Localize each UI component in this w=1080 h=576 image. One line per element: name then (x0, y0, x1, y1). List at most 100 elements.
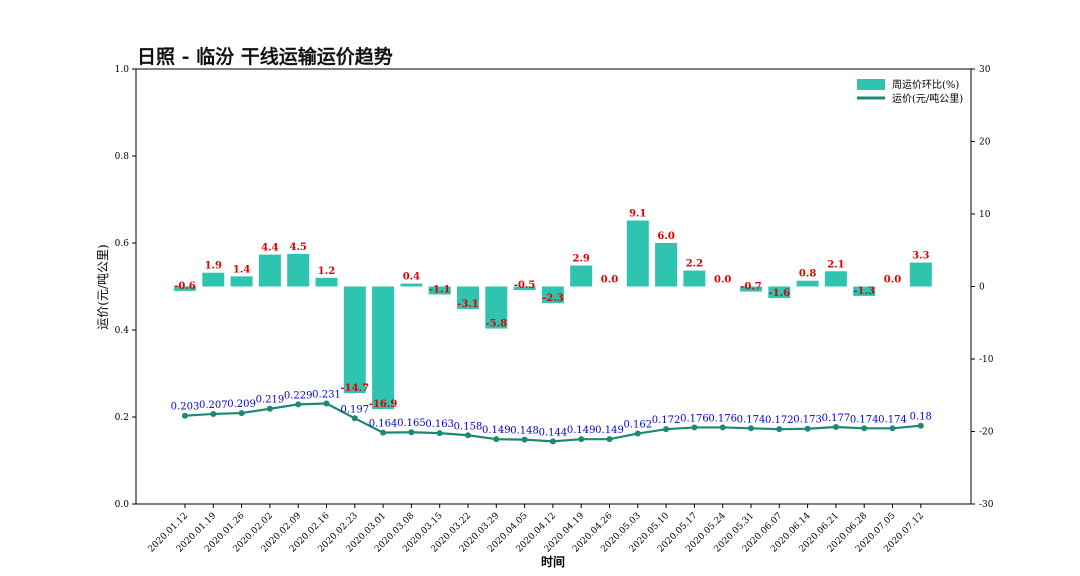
line-data-label: 0.158 (454, 421, 483, 432)
line-data-label: 0.148 (510, 426, 539, 437)
line-point (380, 429, 387, 436)
right-y-tick-label: -30 (979, 500, 994, 510)
line-point (210, 410, 217, 417)
line-point (719, 424, 726, 431)
line-point (408, 429, 415, 436)
line-data-label: 0.177 (822, 413, 851, 424)
line-data-label: 0.149 (482, 425, 511, 436)
legend-label-line: 运价(元/吨公里) (892, 92, 963, 105)
line-data-label: 0.164 (369, 419, 398, 430)
right-y-tick-label: -10 (979, 355, 994, 365)
line-point (521, 436, 528, 443)
line-data-label: 0.173 (793, 415, 822, 426)
line-data-label: 0.197 (340, 404, 369, 415)
right-y-tick-label: -20 (979, 428, 994, 438)
bar (230, 276, 253, 287)
bar (655, 243, 678, 287)
bar (768, 286, 791, 299)
line-data-label: 0.209 (227, 399, 256, 410)
bar-data-label: 1.2 (318, 266, 335, 277)
line-point (266, 405, 273, 412)
left-y-tick-label: 0.8 (115, 152, 130, 162)
line-data-label: 0.174 (878, 414, 907, 425)
bar (202, 272, 225, 287)
bar (740, 286, 762, 292)
line-point (578, 436, 585, 443)
bar (428, 286, 451, 295)
line-point (493, 436, 500, 443)
bar (824, 271, 847, 287)
bar (174, 286, 196, 291)
left-y-tick-label: 1.0 (115, 65, 130, 75)
bar-data-label: 3.3 (912, 251, 929, 262)
line-point (832, 424, 839, 431)
bar-data-label: -1.3 (853, 286, 875, 297)
line-data-label: 0.176 (708, 413, 737, 424)
line-point (691, 424, 698, 431)
bar-data-label: 0.4 (403, 272, 420, 283)
y-axis-label-left: 运价(元/吨公里) (96, 244, 110, 329)
line-point (917, 422, 924, 429)
line-data-label: 0.149 (595, 425, 624, 436)
bar-data-label: -0.7 (740, 282, 762, 293)
right-y-tick-label: 30 (979, 65, 991, 75)
line-data-label: 0.172 (765, 415, 794, 426)
line-point (748, 425, 754, 432)
bar-data-label: 0.0 (714, 275, 731, 286)
bar (626, 220, 649, 287)
bar-data-label: 2.2 (686, 259, 703, 270)
bar-data-label: 2.1 (827, 259, 844, 270)
right-y-tick-label: 20 (979, 138, 991, 148)
bar-data-label: 4.4 (261, 243, 278, 254)
line-data-label: 0.219 (256, 395, 285, 406)
bar-data-label: 1.4 (233, 264, 250, 275)
line-point (182, 412, 188, 419)
bar-data-label: 0.8 (799, 269, 816, 280)
bar-data-label: 2.9 (572, 253, 589, 264)
line-data-label: 0.174 (850, 414, 879, 425)
bar (909, 262, 932, 287)
line-point (804, 425, 811, 432)
bar (400, 283, 423, 287)
line-data-label: 0.165 (397, 418, 426, 429)
bar-data-label: -16.9 (369, 399, 398, 410)
line-point (295, 401, 302, 408)
line-point (634, 430, 641, 437)
bar (570, 265, 593, 287)
bar-series-group: -0.6 1.9 1.4 4.4 4.5 1.2 -14.7 -16.9 0.4 -1.1 -3.1… (174, 209, 932, 410)
bar (541, 286, 564, 304)
bar-data-label: 6.0 (657, 231, 674, 242)
bar-data-label: -3.1 (457, 299, 479, 310)
line-data-label: 0.231 (312, 390, 341, 401)
legend-label-bar: 周运价环比(%) (892, 79, 959, 91)
x-axis: 2020.01.122020.01.192020.01.262020.02.02… (147, 504, 926, 555)
line-point (861, 425, 868, 432)
bar (683, 270, 706, 287)
left-y-axis: 0.0 0.2 0.4 0.6 0.8 1.0 (115, 65, 136, 510)
legend-swatch-bar (857, 79, 885, 90)
bar (258, 254, 281, 287)
line-data-label: 0.149 (567, 425, 596, 436)
line-point (238, 410, 245, 417)
line-data-label: 0.163 (425, 419, 454, 430)
bar (372, 286, 395, 410)
left-y-tick-label: 0.4 (115, 326, 130, 336)
bar (796, 280, 819, 287)
bar (287, 253, 310, 287)
bar-data-label: -5.8 (486, 319, 508, 330)
bar (343, 286, 366, 394)
right-y-tick-label: 0 (979, 283, 985, 293)
bar-data-label: -1.1 (429, 284, 451, 295)
line-point (465, 432, 471, 439)
bar-data-label: 9.1 (629, 209, 646, 220)
line-data-label: 0.144 (539, 427, 568, 438)
left-y-tick-label: 0.6 (115, 239, 130, 249)
bar-data-label: 0.0 (884, 275, 901, 286)
line-data-label: 0.207 (199, 400, 228, 411)
line-data-label: 0.18 (910, 412, 932, 423)
bar-data-label: 1.9 (205, 261, 222, 272)
line-point (351, 415, 358, 422)
left-y-tick-label: 0.0 (115, 500, 130, 510)
line-data-label: 0.174 (737, 414, 766, 425)
